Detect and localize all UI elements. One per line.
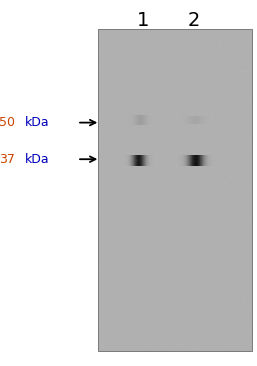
Text: kDa: kDa [24,153,49,166]
FancyBboxPatch shape [98,29,252,351]
Text: 37: 37 [0,153,15,166]
Text: 50: 50 [0,116,15,129]
Text: kDa: kDa [24,116,49,129]
Text: 1: 1 [136,11,149,30]
Text: 2: 2 [188,11,200,30]
